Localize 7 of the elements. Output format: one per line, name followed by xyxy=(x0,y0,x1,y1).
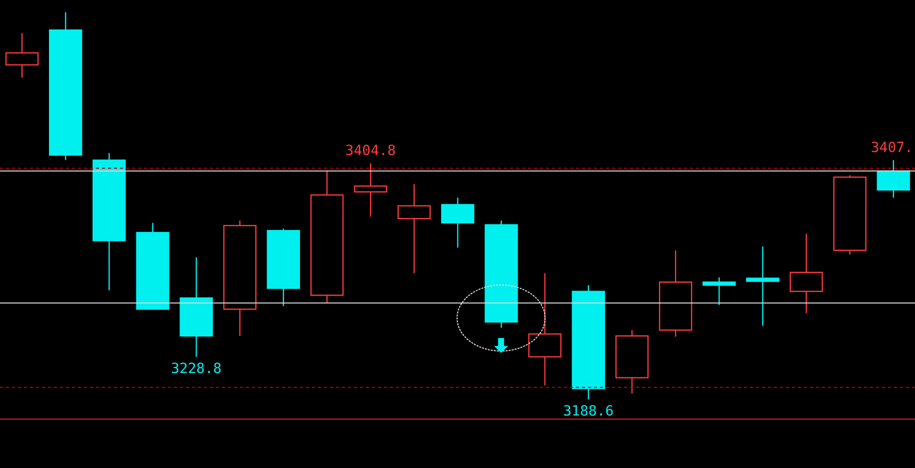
text: 3404.8 xyxy=(345,143,396,160)
candlestick xyxy=(746,246,780,326)
candlestick xyxy=(354,162,388,218)
text: 3188.6 xyxy=(563,403,614,420)
text: 3407. xyxy=(870,140,913,156)
text: 3228.8 xyxy=(170,360,222,377)
candlestick xyxy=(702,276,736,306)
